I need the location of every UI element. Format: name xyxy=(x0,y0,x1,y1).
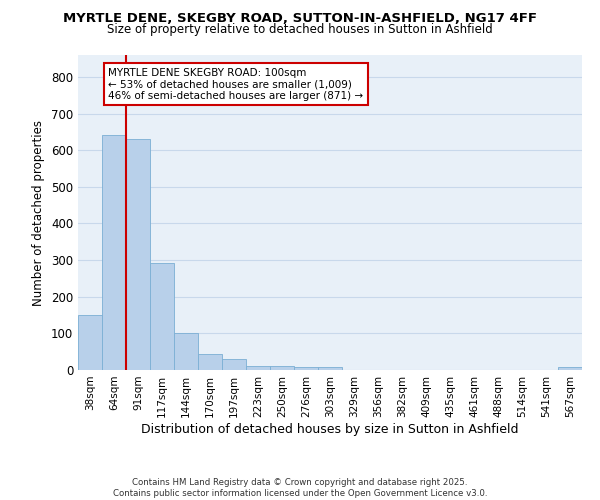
Bar xyxy=(174,332,198,370)
Text: MYRTLE DENE SKEGBY ROAD: 100sqm
← 53% of detached houses are smaller (1,009)
46%: MYRTLE DENE SKEGBY ROAD: 100sqm ← 53% of… xyxy=(108,68,364,101)
Bar xyxy=(126,138,150,370)
Bar xyxy=(78,315,102,370)
Text: Contains HM Land Registry data © Crown copyright and database right 2025.
Contai: Contains HM Land Registry data © Crown c… xyxy=(113,478,487,498)
Bar xyxy=(246,366,270,370)
Text: Size of property relative to detached houses in Sutton in Ashfield: Size of property relative to detached ho… xyxy=(107,22,493,36)
Bar xyxy=(318,368,342,370)
Text: MYRTLE DENE, SKEGBY ROAD, SUTTON-IN-ASHFIELD, NG17 4FF: MYRTLE DENE, SKEGBY ROAD, SUTTON-IN-ASHF… xyxy=(63,12,537,26)
Bar xyxy=(150,264,174,370)
Bar xyxy=(558,368,582,370)
Bar xyxy=(294,368,318,370)
Bar xyxy=(222,359,246,370)
Y-axis label: Number of detached properties: Number of detached properties xyxy=(32,120,46,306)
Bar xyxy=(270,366,294,370)
Bar xyxy=(198,354,222,370)
X-axis label: Distribution of detached houses by size in Sutton in Ashfield: Distribution of detached houses by size … xyxy=(141,422,519,436)
Bar xyxy=(102,135,126,370)
